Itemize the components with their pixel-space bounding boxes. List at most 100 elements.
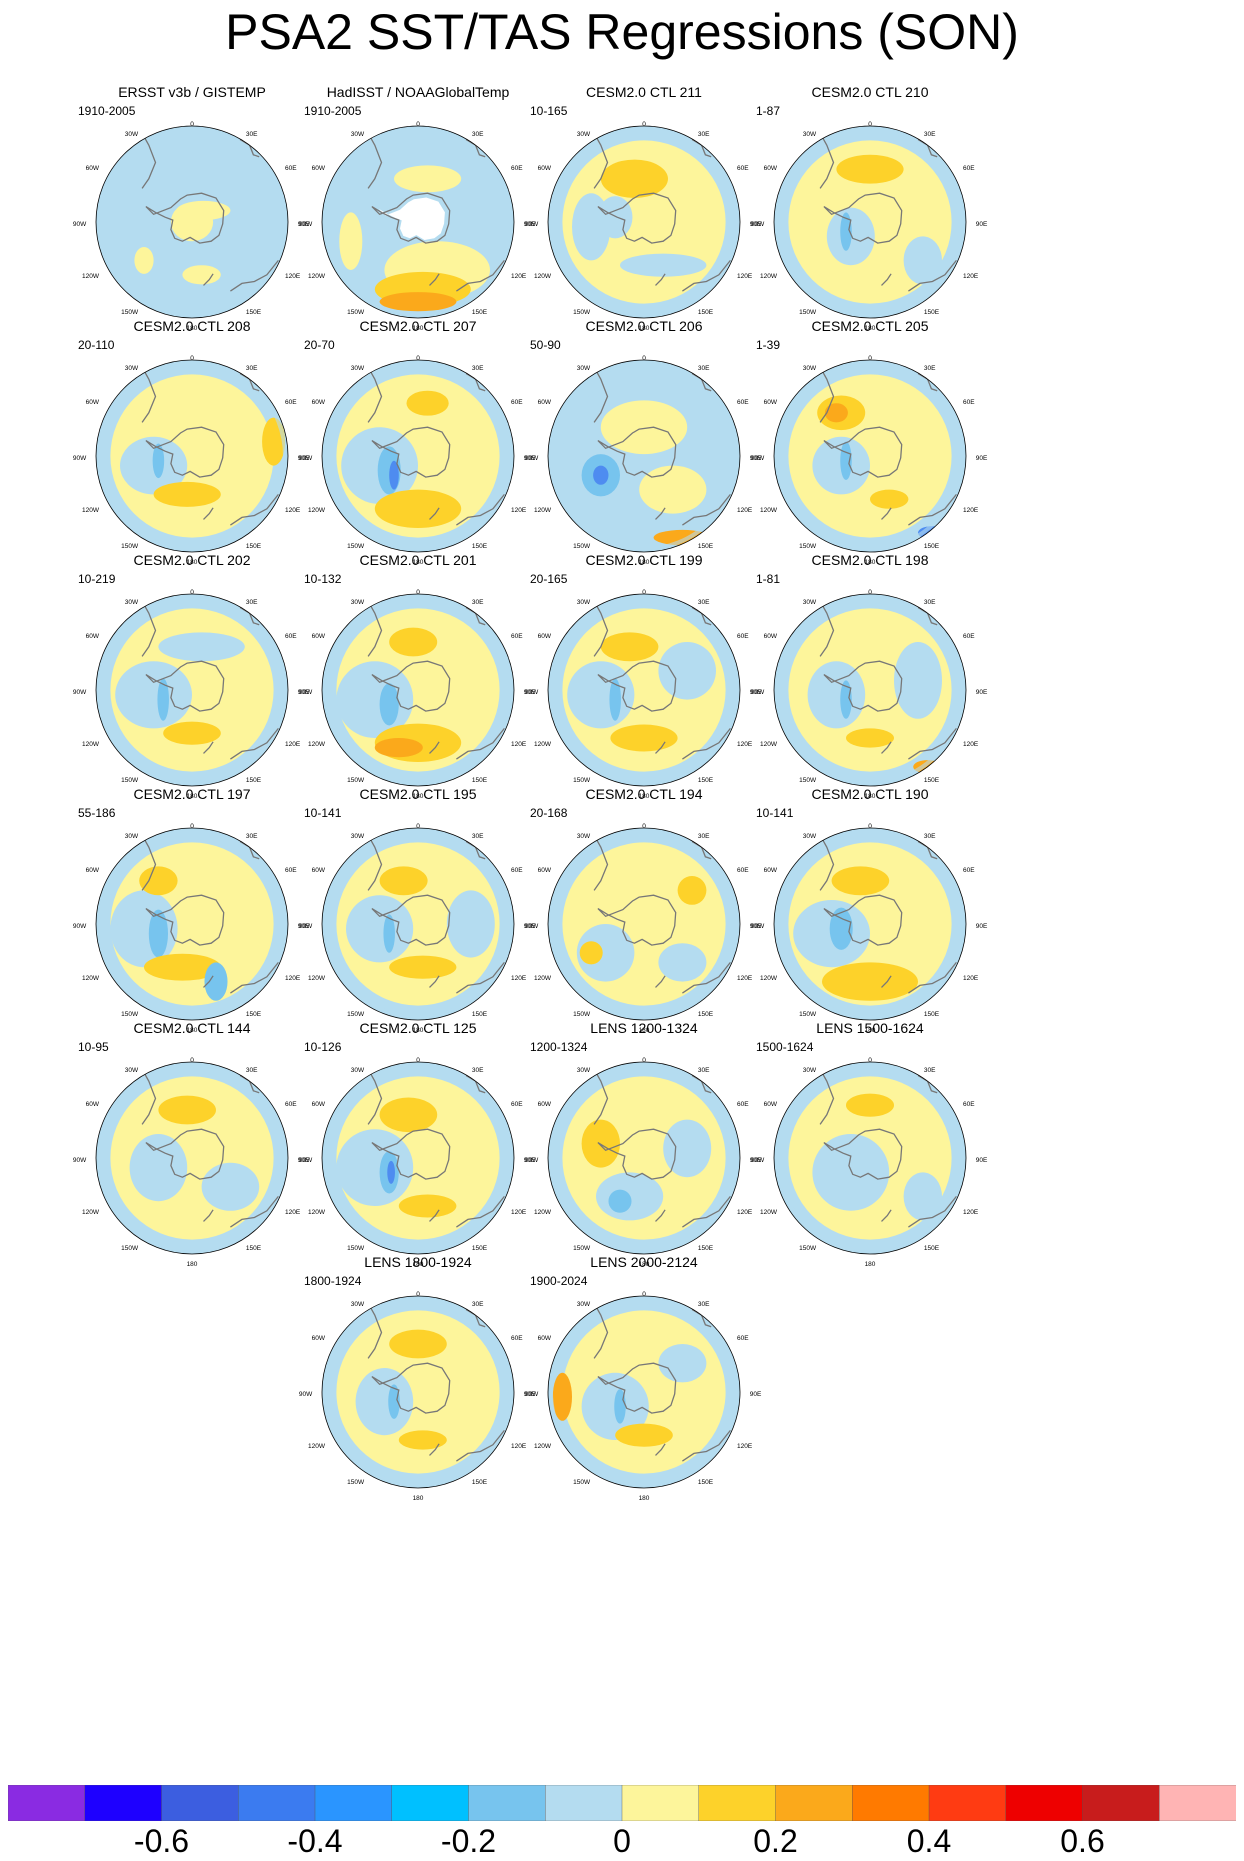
longitude-label: 60E [511, 1335, 523, 1342]
longitude-label: 0 [868, 823, 872, 830]
longitude-label: 30W [125, 833, 139, 840]
longitude-label: 30E [472, 1301, 484, 1308]
longitude-label: 60W [86, 633, 100, 640]
panel-period: 10-95 [78, 1040, 109, 1054]
longitude-label: 90W [751, 1157, 765, 1164]
anomaly-contour [658, 1344, 707, 1383]
longitude-label: 60W [312, 165, 326, 172]
map-panel: ERSST v3b / GISTEMP 1910-2005 0 30E 60E 90E 12… [60, 84, 324, 352]
panel-title: LENS 1800-1924 [364, 1254, 472, 1270]
longitude-label: 30W [125, 599, 139, 606]
coastline [364, 1063, 383, 1125]
coastline [691, 138, 712, 158]
figure-title: PSA2 SST/TAS Regressions (SON) [225, 4, 1019, 60]
coastline [145, 426, 225, 478]
anomaly-contour [639, 465, 707, 514]
longitude-label: 180 [187, 1027, 198, 1034]
map-panel: CESM2.0 CTL 208 20-110 0 30E 60E 90E 120E 150E 1… [60, 318, 324, 586]
anomaly-contour [153, 481, 221, 507]
coastline [371, 192, 451, 244]
longitude-label: 30W [577, 599, 591, 606]
coastline [230, 961, 279, 994]
longitude-label: 60W [312, 1335, 326, 1342]
anomaly-contour [398, 1194, 457, 1218]
longitude-label: 120W [760, 741, 778, 748]
coastline [655, 273, 666, 286]
polar-map: 0 30E 60E 90E 120E 150E 180 150W 120W 90W 60W 30W [299, 1291, 536, 1502]
panel-period: 1-81 [756, 572, 781, 586]
map-panel: LENS 2000-2124 1900-2024 0 30E 60E 90E 120E 150… [512, 1254, 776, 1522]
longitude-label: 0 [642, 355, 646, 362]
longitude-label: 90E [298, 455, 310, 462]
polar-map: 0 30E 60E 90E 120E 150E 180 150W 120W 90W 60W 30W [525, 1057, 762, 1268]
longitude-label: 30W [351, 1301, 365, 1308]
longitude-label: 120W [82, 741, 100, 748]
longitude-label: 60E [737, 399, 749, 406]
colorbar-tick-label: 0 [613, 1823, 631, 1859]
polar-map: 0 30E 60E 90E 120E 150E 180 150W 120W 90W 60W 30W [73, 589, 310, 800]
longitude-label: 90W [73, 1157, 87, 1164]
longitude-label: 180 [413, 1261, 424, 1268]
longitude-label: 30E [472, 833, 484, 840]
longitude-label: 90W [73, 923, 87, 930]
coastline [655, 1209, 666, 1222]
coastline [816, 361, 835, 423]
polar-map: 0 30E 60E 90E 120E 150E 180 150W 120W 90W 60W 30W [73, 1057, 310, 1268]
coastline [456, 493, 505, 526]
longitude-label: 30E [472, 365, 484, 372]
longitude-label: 60W [538, 1101, 552, 1108]
longitude-label: 150E [924, 1245, 940, 1252]
coastline [456, 727, 505, 760]
colorbar-swatch [161, 1785, 239, 1821]
longitude-label: 120W [760, 507, 778, 514]
panel-title: CESM2.0 CTL 208 [133, 318, 251, 334]
map-outline [95, 125, 289, 319]
longitude-label: 60W [86, 165, 100, 172]
coastline [145, 192, 225, 244]
longitude-label: 120E [737, 507, 753, 514]
panel-period: 55-186 [78, 806, 116, 820]
longitude-label: 90E [750, 689, 762, 696]
anomaly-contour [807, 661, 866, 729]
edge-band [97, 361, 287, 551]
coastline [371, 1128, 451, 1180]
anomaly-contour [658, 943, 707, 982]
coastline [465, 138, 486, 158]
longitude-label: 30W [351, 131, 365, 138]
coastline [816, 595, 835, 657]
longitude-label: 0 [190, 1057, 194, 1064]
anomaly-contour [903, 1172, 942, 1221]
longitude-label: 150E [472, 1245, 488, 1252]
longitude-label: 90W [299, 689, 313, 696]
panel-period: 10-141 [304, 806, 342, 820]
longitude-label: 150E [246, 1245, 262, 1252]
coastline [145, 660, 225, 712]
coastline [230, 727, 279, 760]
longitude-label: 60E [737, 1101, 749, 1108]
polar-map: 0 30E 60E 90E 120E 150E 180 150W 120W 90W 60W 30W [751, 121, 988, 332]
polar-map: 0 30E 60E 90E 120E 150E 180 150W 120W 90W 60W 30W [525, 1291, 762, 1502]
anomaly-contour [610, 724, 678, 752]
coastline [364, 829, 383, 891]
polar-map: 0 30E 60E 90E 120E 150E 180 150W 120W 90W 60W 30W [751, 589, 988, 800]
longitude-label: 0 [868, 589, 872, 596]
coastline [823, 1128, 903, 1180]
colorbar-tick-label: -0.2 [440, 1823, 497, 1859]
longitude-label: 0 [642, 1291, 646, 1298]
longitude-label: 30E [924, 131, 936, 138]
anomaly-contour [389, 627, 438, 657]
polar-map: 0 30E 60E 90E 120E 150E 180 150W 120W 90W 60W 30W [751, 355, 988, 566]
coastline [691, 1308, 712, 1328]
longitude-label: 90E [524, 455, 536, 462]
panel-title: CESM2.0 CTL 144 [133, 1020, 251, 1036]
longitude-label: 30W [351, 599, 365, 606]
longitude-label: 150W [573, 309, 591, 316]
coastline [138, 595, 157, 657]
colorbar-swatch [1005, 1785, 1084, 1821]
coastline [823, 426, 903, 478]
coastline [230, 493, 279, 526]
longitude-label: 180 [865, 1027, 876, 1034]
longitude-label: 150W [121, 309, 139, 316]
map-outline [547, 827, 741, 1021]
longitude-label: 120W [308, 1209, 326, 1216]
